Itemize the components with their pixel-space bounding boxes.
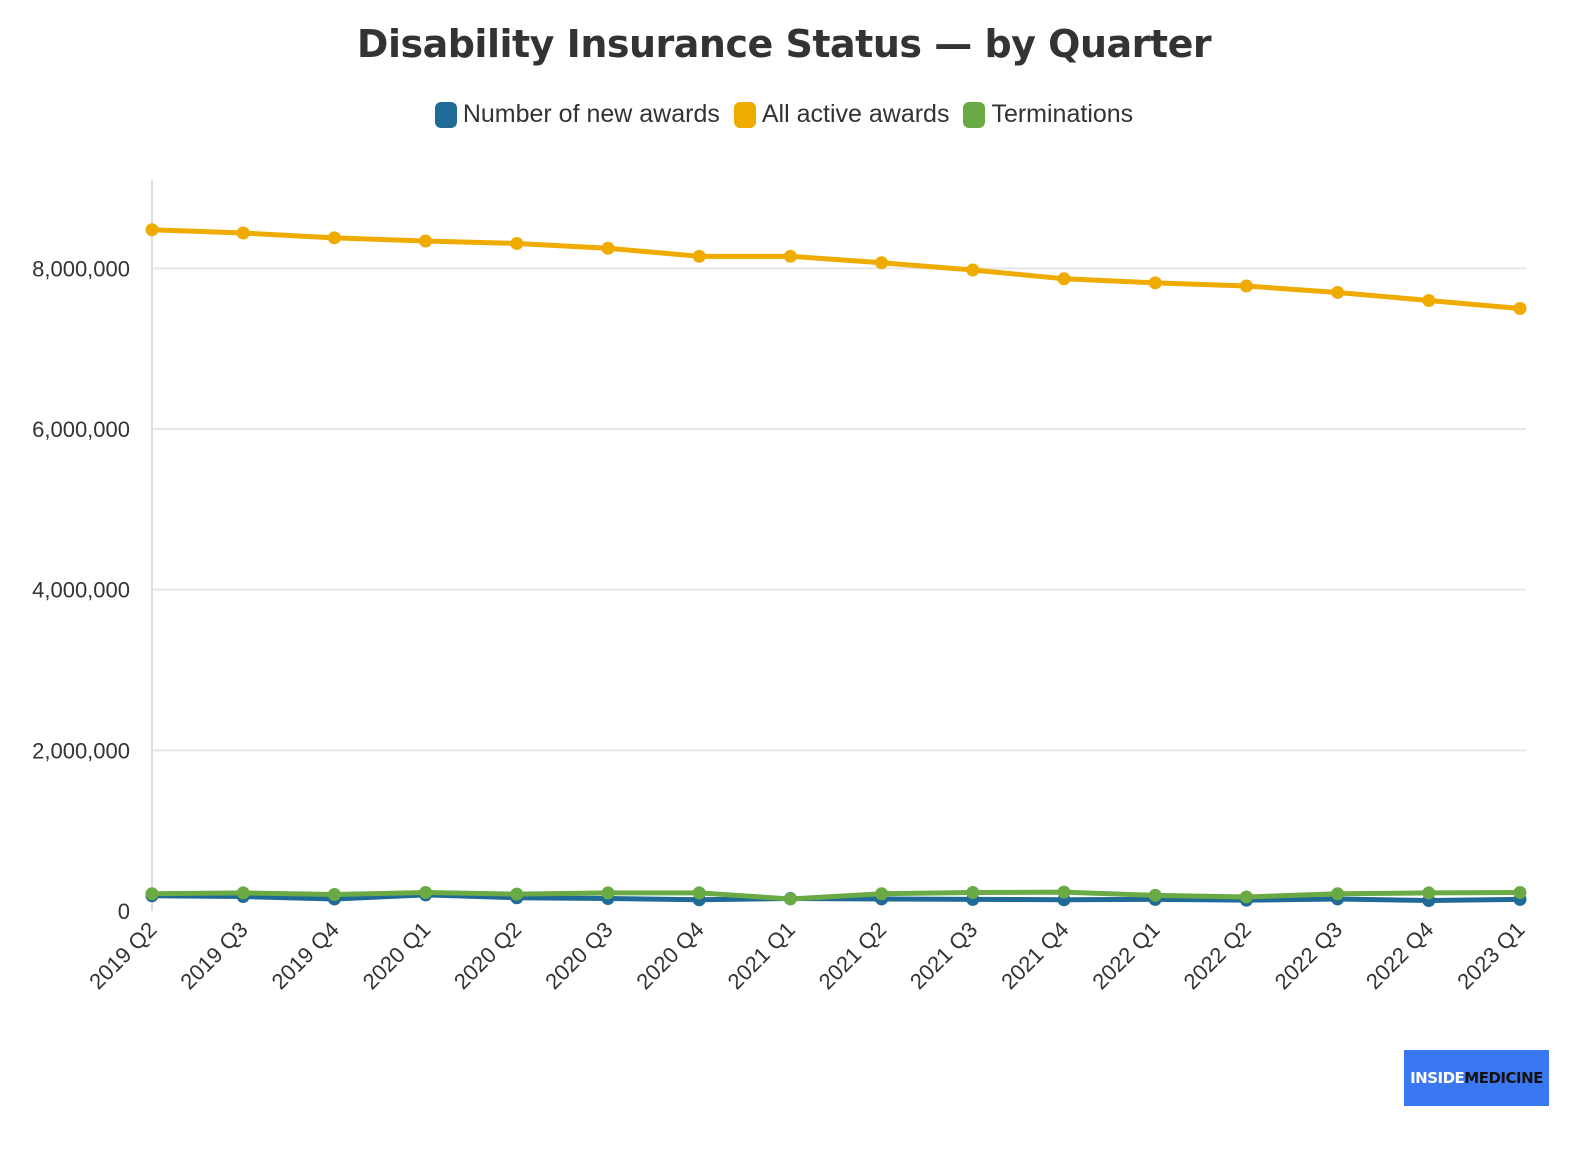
data-point	[1239, 890, 1253, 904]
legend-swatch	[434, 101, 457, 128]
legend-swatch	[963, 101, 986, 128]
series-line	[149, 227, 1523, 312]
x-tick-label: 2021 Q3	[905, 917, 982, 994]
series-line	[149, 889, 1523, 902]
brand-logo: INSIDE MEDICINE	[1404, 1050, 1549, 1106]
x-tick-label: 2022 Q4	[1361, 917, 1438, 994]
legend-item[interactable]: Number of new awards	[434, 100, 720, 129]
legend-swatch	[733, 101, 756, 128]
data-point	[601, 886, 615, 900]
y-tick-label: 8,000,000	[32, 256, 130, 281]
x-tick-label: 2019 Q2	[84, 917, 161, 994]
data-point	[875, 887, 889, 901]
legend-label: All active awards	[761, 100, 950, 128]
y-tick-label: 2,000,000	[32, 738, 130, 763]
x-tick-label: 2020 Q4	[631, 917, 708, 994]
data-point	[966, 886, 980, 900]
data-point	[145, 887, 159, 901]
data-point	[783, 892, 797, 906]
data-point	[1331, 887, 1345, 901]
data-point	[1148, 888, 1162, 902]
data-point	[1057, 885, 1071, 899]
legend-label: Terminations	[991, 100, 1134, 128]
legend-item[interactable]: Terminations	[963, 100, 1133, 129]
data-point	[1331, 285, 1345, 299]
x-tick-label: 2022 Q2	[1179, 917, 1256, 994]
x-tick-label: 2019 Q3	[175, 917, 252, 994]
data-point	[875, 256, 889, 270]
data-point	[1513, 302, 1527, 316]
data-point	[236, 226, 250, 240]
x-tick-label: 2023 Q1	[1452, 917, 1529, 994]
data-point	[327, 231, 341, 245]
y-tick-label: 0	[118, 899, 130, 924]
x-tick-label: 2019 Q4	[267, 917, 344, 994]
data-point	[1422, 886, 1436, 900]
data-point	[1148, 276, 1162, 290]
x-tick-label: 2021 Q2	[814, 917, 891, 994]
data-point	[1057, 272, 1071, 286]
x-tick-label: 2020 Q2	[449, 917, 526, 994]
data-point	[692, 249, 706, 263]
x-tick-label: 2020 Q3	[540, 917, 617, 994]
x-tick-label: 2021 Q1	[723, 917, 800, 994]
data-point	[783, 249, 797, 263]
data-point	[510, 236, 524, 250]
data-point	[419, 886, 433, 900]
data-point	[966, 263, 980, 277]
data-point	[327, 888, 341, 902]
data-point	[1239, 279, 1253, 293]
data-point	[1422, 293, 1436, 307]
data-point	[510, 887, 524, 901]
chart-title: Disability Insurance Status — by Quarter	[356, 22, 1212, 66]
legend-item[interactable]: All active awards	[733, 100, 950, 129]
brand-logo-part2: MEDICINE	[1464, 1069, 1543, 1087]
data-point	[601, 241, 615, 255]
chart-legend: Number of new awards All active awards Ter…	[0, 100, 1568, 129]
data-point	[236, 886, 250, 900]
x-tick-label: 2020 Q1	[358, 917, 435, 994]
x-tick-label: 2022 Q1	[1087, 917, 1164, 994]
legend-label: Number of new awards	[462, 100, 720, 128]
x-tick-label: 2021 Q4	[996, 917, 1073, 994]
x-tick-label: 2022 Q3	[1270, 917, 1347, 994]
data-point	[692, 886, 706, 900]
data-point	[1513, 886, 1527, 900]
y-tick-label: 4,000,000	[32, 578, 130, 603]
data-point	[145, 223, 159, 237]
y-tick-label: 6,000,000	[32, 417, 130, 442]
data-point	[419, 234, 433, 248]
brand-logo-part1: INSIDE	[1410, 1069, 1465, 1087]
